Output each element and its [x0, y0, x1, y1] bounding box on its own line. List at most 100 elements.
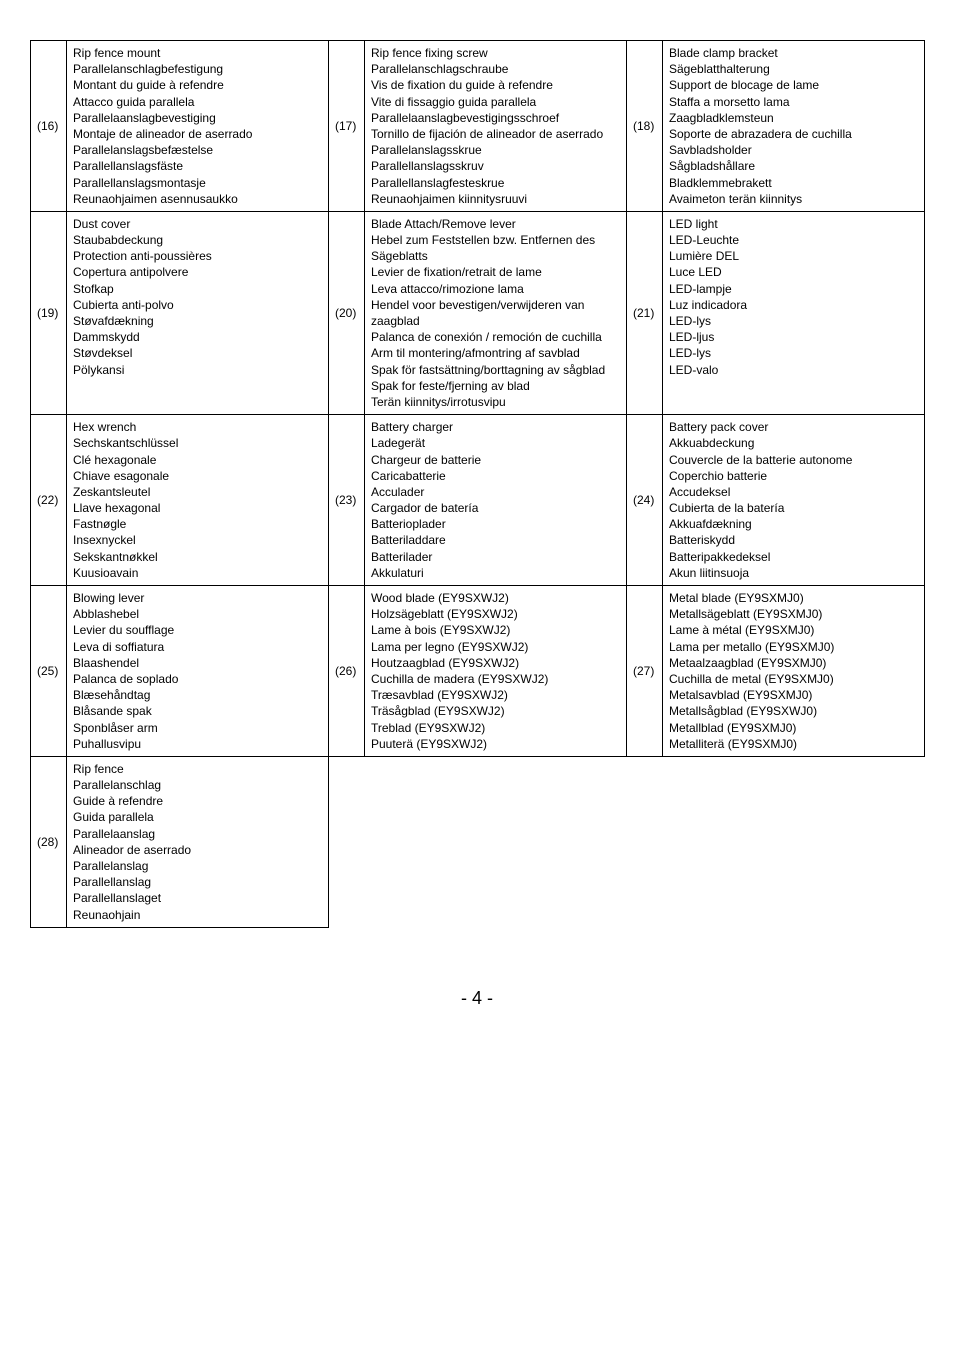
- page-number: - 4 -: [30, 988, 924, 1009]
- part-name-line: Batteriladdare: [371, 532, 620, 548]
- part-name-line: Luz indicadora: [669, 297, 918, 313]
- part-name-line: Metallsägeblatt (EY9SXMJ0): [669, 606, 918, 622]
- part-name-line: Bladklemmebrakett: [669, 175, 918, 191]
- part-name-line: Batteripakkedeksel: [669, 549, 918, 565]
- part-number: (17): [329, 41, 365, 212]
- part-name-line: Metallblad (EY9SXMJ0): [669, 720, 918, 736]
- part-name-line: Lame à métal (EY9SXMJ0): [669, 622, 918, 638]
- part-number: (19): [31, 211, 67, 414]
- part-name-line: LED light: [669, 216, 918, 232]
- part-name-line: Copertura antipolvere: [73, 264, 322, 280]
- part-name-line: Metaalzaagblad (EY9SXMJ0): [669, 655, 918, 671]
- part-name-line: Lumière DEL: [669, 248, 918, 264]
- part-number: (23): [329, 415, 365, 586]
- part-number: (18): [627, 41, 663, 212]
- part-name-line: Parallelanschlagbefestigung: [73, 61, 322, 77]
- part-name-line: Sågbladshållare: [669, 158, 918, 174]
- part-name-line: Sägeblatthalterung: [669, 61, 918, 77]
- part-name-line: Abblashebel: [73, 606, 322, 622]
- part-name-line: Hendel voor bevestigen/verwijderen van z…: [371, 297, 620, 329]
- part-name-line: Arm til montering/afmontring af savblad: [371, 345, 620, 361]
- part-names: Blowing leverAbblashebelLevier du souffl…: [67, 586, 329, 757]
- part-name-line: Akun liitinsuoja: [669, 565, 918, 581]
- part-name-line: Blåsande spak: [73, 703, 322, 719]
- part-name-line: Chiave esagonale: [73, 468, 322, 484]
- part-name-line: Metalliterä (EY9SXMJ0): [669, 736, 918, 752]
- part-name-line: Puuterä (EY9SXWJ2): [371, 736, 620, 752]
- part-name-line: Støvdeksel: [73, 345, 322, 361]
- part-names: Hex wrenchSechskantschlüsselClé hexagona…: [67, 415, 329, 586]
- part-number: (25): [31, 586, 67, 757]
- table-row: (25)Blowing leverAbblashebelLevier du so…: [31, 586, 925, 757]
- part-name-line: LED-ljus: [669, 329, 918, 345]
- part-name-line: Akkulaturi: [371, 565, 620, 581]
- part-name-line: Rip fence mount: [73, 45, 322, 61]
- part-names: Battery chargerLadegerätChargeur de batt…: [365, 415, 627, 586]
- part-name-line: Support de blocage de lame: [669, 77, 918, 93]
- part-name-line: Hebel zum Feststellen bzw. Entfernen des…: [371, 232, 620, 264]
- part-name-line: Parallellanslag: [73, 874, 322, 890]
- part-name-line: Parallellanslagsmontasje: [73, 175, 322, 191]
- part-name-line: Leva di soffiatura: [73, 639, 322, 655]
- part-name-line: Cubierta de la batería: [669, 500, 918, 516]
- part-name-line: Hex wrench: [73, 419, 322, 435]
- part-name-line: Parallelaanslag: [73, 826, 322, 842]
- part-name-line: Cuchilla de madera (EY9SXWJ2): [371, 671, 620, 687]
- empty-cell: [329, 756, 925, 927]
- table-row: (28)Rip fenceParallelanschlagGuide à ref…: [31, 756, 925, 927]
- part-name-line: Montaje de alineador de aserrado: [73, 126, 322, 142]
- part-name-line: Pölykansi: [73, 362, 322, 378]
- part-name-line: Coperchio batterie: [669, 468, 918, 484]
- part-name-line: Lame à bois (EY9SXWJ2): [371, 622, 620, 638]
- part-name-line: Levier de fixation/retrait de lame: [371, 264, 620, 280]
- part-name-line: Houtzaagblad (EY9SXWJ2): [371, 655, 620, 671]
- part-name-line: Couvercle de la batterie autonome: [669, 452, 918, 468]
- part-name-line: Luce LED: [669, 264, 918, 280]
- part-name-line: Metal blade (EY9SXMJ0): [669, 590, 918, 606]
- part-name-line: Dammskydd: [73, 329, 322, 345]
- part-name-line: Leva attacco/rimozione lama: [371, 281, 620, 297]
- part-name-line: Attacco guida parallela: [73, 94, 322, 110]
- part-name-line: Metalsavblad (EY9SXMJ0): [669, 687, 918, 703]
- part-names: Blade Attach/Remove leverHebel zum Fests…: [365, 211, 627, 414]
- part-name-line: Parallellanslagsfäste: [73, 158, 322, 174]
- part-name-line: Palanca de soplado: [73, 671, 322, 687]
- table-row: (22)Hex wrenchSechskantschlüsselClé hexa…: [31, 415, 925, 586]
- part-name-line: Batteriskydd: [669, 532, 918, 548]
- part-name-line: Zaagbladklemsteun: [669, 110, 918, 126]
- part-name-line: Reunaohjaimen kiinnitysruuvi: [371, 191, 620, 207]
- part-name-line: Støvafdækning: [73, 313, 322, 329]
- part-names: LED lightLED-LeuchteLumière DELLuce LEDL…: [663, 211, 925, 414]
- part-name-line: Parallellanslaget: [73, 890, 322, 906]
- part-name-line: Sekskantnøkkel: [73, 549, 322, 565]
- part-name-line: Palanca de conexión / remoción de cuchil…: [371, 329, 620, 345]
- part-name-line: Puhallusvipu: [73, 736, 322, 752]
- part-name-line: Soporte de abrazadera de cuchilla: [669, 126, 918, 142]
- parts-table: (16)Rip fence mountParallelanschlagbefes…: [30, 40, 925, 928]
- part-name-line: Parallelanschlag: [73, 777, 322, 793]
- part-name-line: Avaimeton terän kiinnitys: [669, 191, 918, 207]
- table-row: (19)Dust coverStaubabdeckungProtection a…: [31, 211, 925, 414]
- part-name-line: Lama per metallo (EY9SXMJ0): [669, 639, 918, 655]
- part-name-line: Rip fence: [73, 761, 322, 777]
- part-name-line: Rip fence fixing screw: [371, 45, 620, 61]
- part-name-line: Tornillo de fijación de alineador de ase…: [371, 126, 620, 142]
- part-name-line: Parallelanslagsskrue: [371, 142, 620, 158]
- part-name-line: Parallelanslag: [73, 858, 322, 874]
- part-name-line: Spak för fastsättning/borttagning av såg…: [371, 362, 620, 378]
- part-number: (24): [627, 415, 663, 586]
- part-number: (28): [31, 756, 67, 927]
- part-name-line: Savbladsholder: [669, 142, 918, 158]
- part-name-line: Spak for feste/fjerning av blad: [371, 378, 620, 394]
- part-number: (20): [329, 211, 365, 414]
- part-name-line: Wood blade (EY9SXWJ2): [371, 590, 620, 606]
- part-name-line: Parallelaanslagbevestigingsschroef: [371, 110, 620, 126]
- part-name-line: Kuusioavain: [73, 565, 322, 581]
- part-name-line: Insexnyckel: [73, 532, 322, 548]
- part-name-line: Chargeur de batterie: [371, 452, 620, 468]
- part-name-line: LED-valo: [669, 362, 918, 378]
- part-name-line: Guida parallela: [73, 809, 322, 825]
- part-name-line: Montant du guide à refendre: [73, 77, 322, 93]
- part-name-line: Batterioplader: [371, 516, 620, 532]
- part-names: Wood blade (EY9SXWJ2)Holzsägeblatt (EY9S…: [365, 586, 627, 757]
